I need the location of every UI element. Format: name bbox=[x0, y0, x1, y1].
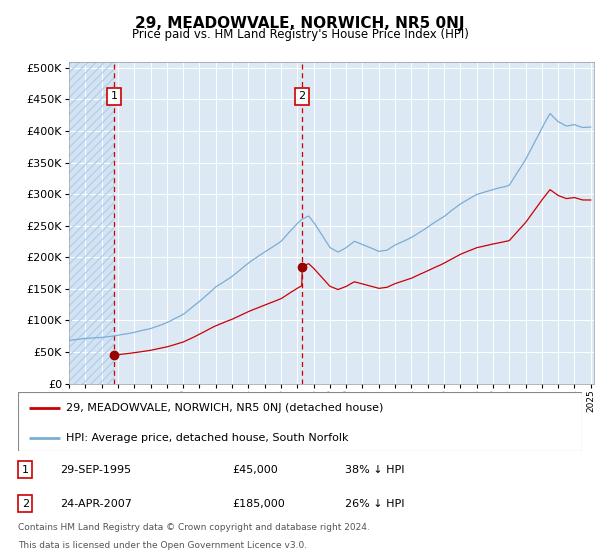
Text: 38% ↓ HPI: 38% ↓ HPI bbox=[345, 465, 404, 475]
Text: 2: 2 bbox=[22, 499, 29, 509]
Text: 1: 1 bbox=[110, 91, 118, 101]
Text: 29, MEADOWVALE, NORWICH, NR5 0NJ: 29, MEADOWVALE, NORWICH, NR5 0NJ bbox=[135, 16, 465, 31]
Bar bbox=[69, 62, 114, 384]
Text: 1: 1 bbox=[22, 465, 29, 475]
Text: 29-SEP-1995: 29-SEP-1995 bbox=[60, 465, 131, 475]
Text: £45,000: £45,000 bbox=[232, 465, 278, 475]
Text: This data is licensed under the Open Government Licence v3.0.: This data is licensed under the Open Gov… bbox=[18, 541, 307, 550]
Text: £185,000: £185,000 bbox=[232, 499, 285, 509]
Text: Contains HM Land Registry data © Crown copyright and database right 2024.: Contains HM Land Registry data © Crown c… bbox=[18, 522, 370, 531]
Text: Price paid vs. HM Land Registry's House Price Index (HPI): Price paid vs. HM Land Registry's House … bbox=[131, 28, 469, 41]
Text: 29, MEADOWVALE, NORWICH, NR5 0NJ (detached house): 29, MEADOWVALE, NORWICH, NR5 0NJ (detach… bbox=[66, 403, 383, 413]
Text: 24-APR-2007: 24-APR-2007 bbox=[60, 499, 132, 509]
Text: HPI: Average price, detached house, South Norfolk: HPI: Average price, detached house, Sout… bbox=[66, 433, 349, 443]
FancyBboxPatch shape bbox=[18, 392, 582, 451]
Bar bbox=[69, 62, 114, 384]
Text: 26% ↓ HPI: 26% ↓ HPI bbox=[345, 499, 404, 509]
Text: 2: 2 bbox=[299, 91, 306, 101]
